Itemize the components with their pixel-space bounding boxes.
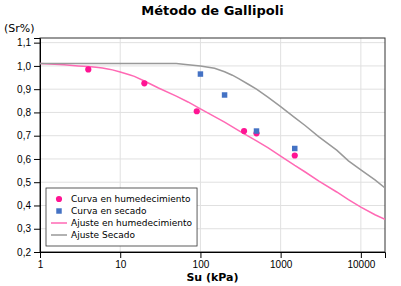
- y-tick-mark: [34, 136, 40, 137]
- x-tick: 10000: [347, 252, 375, 270]
- y-tick-mark: [34, 182, 40, 183]
- x-grid-line: [200, 38, 201, 252]
- x-axis: 1 10 100 1000 10000: [38, 252, 386, 270]
- x-grid-line: [280, 38, 281, 252]
- x-tick-label: 10000: [347, 259, 375, 270]
- legend: Curva en humedecimiento Curva en secado Aj…: [46, 188, 197, 246]
- grid: [40, 38, 385, 252]
- x-tick-label: 1000: [270, 259, 293, 270]
- x-tick: 1000: [270, 252, 293, 270]
- y-tick: 0,4: [17, 200, 40, 211]
- line: [40, 64, 385, 220]
- y-axis: 0,2 0,3 0,4 0,5 0,6 0,7 0,8 0,9 1,0 1,1: [17, 37, 40, 257]
- y-tick: 0,7: [17, 130, 40, 141]
- y-tick-mark: [34, 66, 40, 67]
- x-tick-mark: [120, 252, 121, 258]
- y-grid-line: [40, 182, 385, 183]
- y-grid-line: [40, 42, 385, 43]
- legend-swatch: [51, 234, 67, 236]
- x-grid-line: [360, 38, 361, 252]
- legend-box: [46, 188, 197, 246]
- y-tick-mark: [34, 89, 40, 90]
- y-tick: 0,3: [17, 223, 40, 234]
- x-tick-label: 1: [38, 259, 44, 270]
- point: [141, 80, 147, 86]
- x-tick: 10: [115, 252, 127, 270]
- y-tick-label: 0,2: [17, 247, 31, 258]
- legend-item: Curva en secado: [56, 206, 147, 216]
- x-tick-label: 10: [115, 259, 127, 270]
- legend-item: Ajuste Secado: [51, 230, 135, 240]
- point: [254, 128, 259, 133]
- point: [194, 108, 200, 114]
- y-tick-mark: [34, 43, 40, 44]
- x-axis-title: Su (kPa): [186, 271, 238, 284]
- chart: 1 10 100 1000 10000 0,2 0,3 0,4 0,5 0,6 0,7 0,8 0,9 1…: [0, 0, 401, 286]
- legend-swatch: [56, 196, 62, 202]
- x-axis-line: [41, 253, 386, 259]
- y-axis-line: [34, 39, 41, 253]
- x-tick: 100: [193, 252, 210, 270]
- legend-label: Ajuste en humedecimiento: [71, 218, 193, 228]
- x-tick-mark: [200, 252, 201, 258]
- y-tick: 1,0: [17, 61, 40, 72]
- y-tick: 0,8: [17, 107, 40, 118]
- data-area: [40, 64, 385, 220]
- y-tick: 1,1: [17, 37, 40, 48]
- y-grid-line: [40, 135, 385, 136]
- legend-swatch: [51, 222, 67, 224]
- point: [222, 92, 227, 97]
- plot: 1 10 100 1000 10000 0,2 0,3 0,4 0,5 0,6 0,7 0,8 0,9 1…: [17, 37, 385, 270]
- y-tick-mark: [34, 205, 40, 206]
- x-tick: 1: [38, 252, 44, 270]
- point: [85, 66, 91, 72]
- y-tick-label: 0,3: [17, 223, 31, 234]
- y-tick-label: 1,1: [17, 37, 31, 48]
- y-tick-label: 0,8: [17, 107, 31, 118]
- x-tick-mark: [361, 252, 362, 258]
- y-tick-mark: [34, 112, 40, 113]
- y-tick-label: 0,5: [17, 177, 31, 188]
- y-tick-label: 1,0: [17, 61, 31, 72]
- y-grid-line: [40, 112, 385, 113]
- y-tick-label: 0,6: [17, 154, 31, 165]
- y-grid-line: [40, 158, 385, 159]
- legend-label: Ajuste Secado: [71, 230, 135, 240]
- y-tick: 0,5: [17, 177, 40, 188]
- y-axis-title: (Sr%): [4, 22, 35, 35]
- point: [198, 71, 203, 76]
- y-tick-mark: [34, 159, 40, 160]
- y-tick-mark: [34, 252, 40, 253]
- y-tick-label: 0,9: [17, 84, 31, 95]
- y-tick: 0,9: [17, 84, 40, 95]
- y-tick: 0,2: [17, 247, 40, 258]
- legend-label: Curva en secado: [71, 206, 147, 216]
- line: [40, 64, 385, 188]
- title: Método de Gallipoli: [141, 3, 283, 18]
- point: [241, 128, 247, 134]
- x-tick-label: 100: [193, 259, 210, 270]
- y-grid-line: [40, 89, 385, 90]
- y-tick: 0,6: [17, 154, 40, 165]
- legend-label: Curva en humedecimiento: [71, 194, 191, 204]
- legend-swatch: [56, 208, 61, 213]
- legend-item: Curva en humedecimiento: [56, 194, 191, 204]
- legend-item: Ajuste en humedecimiento: [51, 218, 193, 228]
- y-tick-mark: [34, 229, 40, 230]
- x-tick-mark: [281, 252, 282, 258]
- plot-frame: [40, 38, 385, 252]
- y-tick-label: 0,4: [17, 200, 31, 211]
- point: [292, 146, 297, 151]
- y-tick-label: 0,7: [17, 130, 31, 141]
- point: [292, 152, 298, 158]
